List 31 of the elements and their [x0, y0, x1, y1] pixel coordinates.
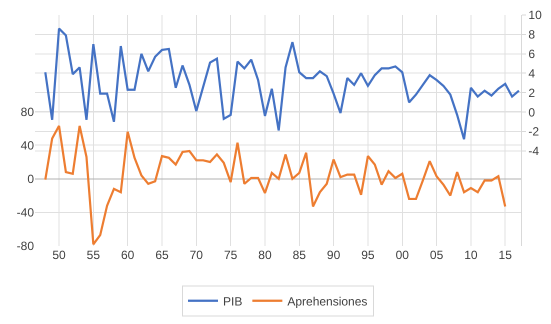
- x-tick-label: 95: [361, 248, 375, 262]
- x-tick-label: 75: [224, 248, 238, 262]
- x-tick-label: 00: [396, 248, 410, 262]
- y-tick-label: 0: [27, 172, 34, 186]
- x-tick-label: 85: [292, 248, 306, 262]
- line-series: [44, 124, 506, 246]
- y2-tick-label: 0: [528, 105, 536, 120]
- x-tick-label: 15: [498, 248, 512, 262]
- x-tick-label: 90: [326, 248, 341, 262]
- x-tick-label: 65: [155, 248, 169, 262]
- x-tick-label: 10: [464, 248, 478, 262]
- line-series: [44, 27, 520, 140]
- y-tick-label: -80: [16, 239, 34, 254]
- y2-tick-label: 4: [528, 66, 536, 80]
- y2-tick-label: 10: [528, 8, 542, 22]
- y-tick-label: 80: [20, 104, 34, 119]
- y2-tick-label: 8: [528, 28, 536, 42]
- x-tick-label: 55: [86, 248, 100, 262]
- x-tick-label: 80: [258, 248, 272, 262]
- y2-tick-label: 6: [528, 47, 536, 62]
- y-tick-label: -40: [16, 206, 34, 220]
- x-tick-label: 05: [430, 248, 444, 262]
- y2-tick-label: 2: [528, 86, 536, 100]
- x-tick-label: 60: [120, 248, 135, 262]
- y-tick-label: 40: [20, 138, 34, 152]
- x-tick-label: 50: [52, 248, 66, 262]
- y2-tick-label: -2: [528, 124, 540, 139]
- legend-label: Aprehensiones: [287, 294, 368, 308]
- legend-label: PIB: [223, 294, 242, 308]
- x-tick-label: 70: [190, 248, 204, 262]
- y2-tick-label: -4: [528, 144, 540, 158]
